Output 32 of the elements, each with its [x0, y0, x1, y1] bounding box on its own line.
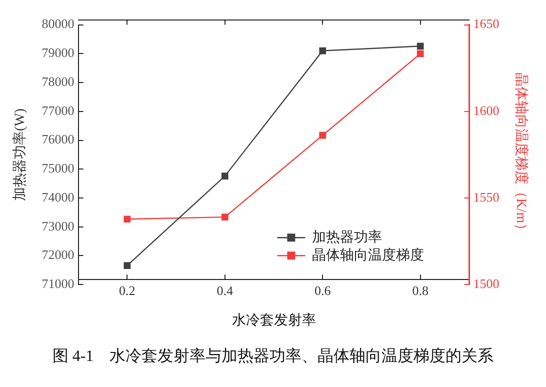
- legend-label: 加热器功率: [312, 229, 382, 246]
- point: [124, 216, 131, 223]
- point: [319, 132, 326, 139]
- point: [416, 50, 424, 58]
- y-tick-label: 74000: [42, 189, 74, 204]
- x-tick-label: 0.6: [314, 282, 332, 298]
- point: [221, 214, 228, 220]
- point: [124, 262, 131, 269]
- y-tick-label: 72000: [42, 247, 74, 262]
- x-tick-label: 0.8: [412, 282, 428, 298]
- y-tick-label: 78000: [42, 74, 74, 89]
- y-tick-label: 75000: [42, 160, 74, 176]
- y-tick-label: 76000: [42, 132, 74, 147]
- y2-tick-label: 1600: [473, 102, 500, 118]
- legend-label: 晶体轴向温度梯度: [312, 247, 424, 264]
- y2-tick-label: 1550: [473, 189, 500, 204]
- y-tick-label: 77000: [42, 102, 74, 118]
- y2-tick-label: 1650: [473, 16, 500, 32]
- y-tick-label: 80000: [42, 16, 74, 32]
- point: [319, 47, 326, 54]
- caption: 图 4-1 水冷套发射率与加热器功率、晶体轴向温度梯度的关系: [51, 346, 495, 367]
- y-tick-label: 79000: [42, 45, 74, 60]
- x-axis-title: 水冷套发射率: [232, 312, 316, 328]
- x-tick-label: 0.2: [119, 282, 136, 298]
- y2-axis-title: 晶体轴向温度梯度（K/m）: [512, 72, 529, 238]
- y2-tick-label: 1500: [473, 276, 500, 292]
- point: [416, 42, 424, 50]
- y-tick-label: 73000: [42, 218, 74, 234]
- y-tick-label: 71000: [42, 276, 74, 292]
- x-tick-label: 0.4: [216, 282, 234, 298]
- y-axis-title: 加热器功率(W): [12, 108, 28, 201]
- point: [221, 172, 228, 180]
